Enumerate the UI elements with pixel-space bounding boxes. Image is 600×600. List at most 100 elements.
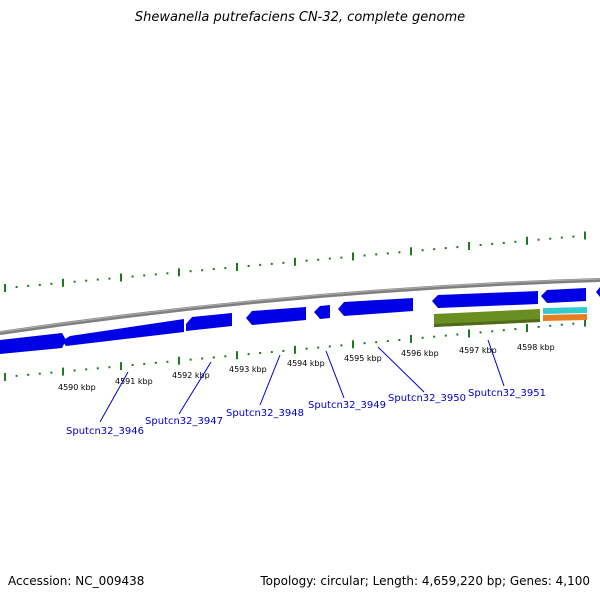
major-tick xyxy=(584,318,586,327)
cds-arrow xyxy=(62,319,184,346)
minor-tick xyxy=(363,342,366,345)
cds-track xyxy=(0,287,600,354)
minor-tick xyxy=(282,349,285,352)
minor-tick xyxy=(189,358,192,361)
minor-tick xyxy=(96,367,99,370)
major-tick xyxy=(294,257,296,266)
major-tick xyxy=(526,324,528,332)
minor-tick xyxy=(247,265,250,267)
minor-tick xyxy=(328,345,331,348)
minor-tick xyxy=(572,322,575,325)
minor-tick xyxy=(386,252,389,255)
feature-bar-orange xyxy=(543,314,587,321)
minor-tick xyxy=(154,361,157,364)
major-tick xyxy=(526,236,528,245)
minor-tick xyxy=(15,286,18,288)
scale-label: 4594 kbp xyxy=(287,359,325,368)
outer-tick-track xyxy=(4,231,586,292)
major-tick xyxy=(468,329,470,338)
minor-tick xyxy=(85,279,88,282)
gene-labels: Sputcn32_3946 Sputcn32_3947 Sputcn32_394… xyxy=(66,388,546,437)
minor-tick xyxy=(270,262,273,265)
minor-tick xyxy=(27,284,30,287)
cds-arrow xyxy=(596,287,600,297)
accession-label: Accession: NC_009438 xyxy=(8,574,145,588)
minor-tick xyxy=(154,273,157,276)
major-tick xyxy=(352,340,354,349)
minor-tick xyxy=(15,374,18,377)
major-tick xyxy=(410,334,412,343)
minor-tick xyxy=(270,351,273,353)
gene-label-leaders xyxy=(99,339,505,423)
minor-tick xyxy=(282,261,285,264)
scale-label: 4590 kbp xyxy=(58,383,96,392)
minor-tick xyxy=(456,333,459,336)
minor-tick xyxy=(375,341,378,344)
minor-tick xyxy=(444,334,447,337)
major-tick xyxy=(584,231,586,240)
minor-tick xyxy=(201,357,204,360)
minor-tick xyxy=(560,236,563,239)
minor-tick xyxy=(305,347,308,350)
gene-label-leader xyxy=(487,339,505,387)
feature-bar-cyan xyxy=(543,307,587,314)
minor-tick xyxy=(328,257,331,260)
gene-label: Sputcn32_3951 xyxy=(468,388,546,399)
gene-label: Sputcn32_3948 xyxy=(226,408,304,419)
minor-tick xyxy=(479,331,482,334)
major-tick xyxy=(120,273,122,282)
major-tick xyxy=(4,284,6,292)
major-tick xyxy=(4,373,6,381)
gene-label-leader xyxy=(325,350,345,399)
cds-arrow xyxy=(186,313,232,331)
major-tick xyxy=(62,278,64,287)
map-title: Shewanella putrefaciens CN-32, complete … xyxy=(134,10,466,25)
minor-tick xyxy=(143,274,146,277)
scale-label: 4593 kbp xyxy=(229,365,267,374)
minor-tick xyxy=(537,238,540,241)
major-tick xyxy=(236,351,238,360)
minor-tick xyxy=(386,340,389,343)
gene-label-leader xyxy=(178,361,212,415)
major-tick xyxy=(468,242,470,250)
scale-label: 4597 kbp xyxy=(459,346,497,355)
scale-label: 4596 kbp xyxy=(401,349,439,358)
gene-label: Sputcn32_3949 xyxy=(308,400,386,411)
minor-tick xyxy=(108,366,111,369)
minor-tick xyxy=(96,278,99,281)
minor-tick xyxy=(398,251,401,254)
minor-tick xyxy=(491,242,494,245)
cds-arrow xyxy=(432,291,538,308)
minor-tick xyxy=(27,373,30,376)
minor-tick xyxy=(375,253,378,256)
minor-tick xyxy=(73,280,76,283)
minor-tick xyxy=(85,368,88,371)
minor-tick xyxy=(189,270,192,273)
gene-label-leader xyxy=(259,354,281,406)
cds-arrow xyxy=(0,333,66,354)
major-tick xyxy=(120,362,122,371)
minor-tick xyxy=(108,277,111,280)
minor-tick xyxy=(537,325,540,328)
minor-tick xyxy=(166,272,169,275)
minor-tick xyxy=(305,259,308,262)
minor-tick xyxy=(502,241,505,244)
minor-tick xyxy=(421,249,424,252)
minor-tick xyxy=(549,324,552,327)
scale-label: 4595 kbp xyxy=(344,354,382,363)
minor-tick xyxy=(433,335,436,338)
scale-label: 4591 kbp xyxy=(115,377,153,386)
minor-tick xyxy=(363,254,366,257)
minor-tick xyxy=(549,237,552,240)
minor-tick xyxy=(491,330,494,333)
minor-tick xyxy=(50,371,53,374)
minor-tick xyxy=(398,339,401,341)
minor-tick xyxy=(317,258,320,261)
gene-label: Sputcn32_3950 xyxy=(388,393,466,404)
minor-tick xyxy=(131,364,134,366)
minor-tick xyxy=(38,283,41,286)
scale-labels: 4590 kbp 4591 kbp 4592 kbp 4593 kbp 4594… xyxy=(58,343,555,392)
minor-tick xyxy=(247,353,250,356)
minor-tick xyxy=(166,360,169,363)
gene-label-leader xyxy=(377,346,425,393)
